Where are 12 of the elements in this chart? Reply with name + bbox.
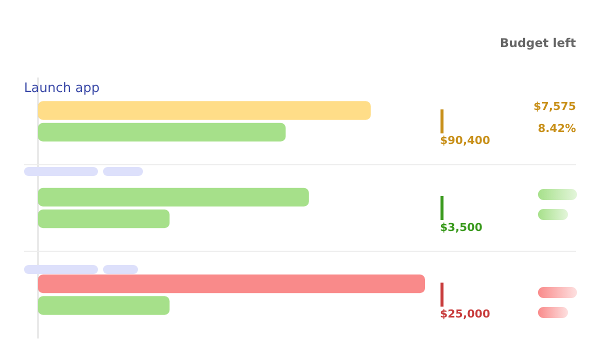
text: $7,575: [534, 100, 576, 114]
text: $3,500: [440, 220, 483, 234]
y-tick-label: Launch app: [24, 80, 100, 96]
text: 8.42%: [538, 122, 576, 136]
bar: [38, 296, 170, 315]
text: Budget left: [500, 36, 576, 50]
bar: [38, 122, 286, 142]
bar: [38, 274, 425, 294]
bar: [38, 210, 170, 228]
text: $90,400: [440, 134, 490, 148]
text: $25,000: [440, 308, 490, 321]
bar: [38, 101, 371, 120]
